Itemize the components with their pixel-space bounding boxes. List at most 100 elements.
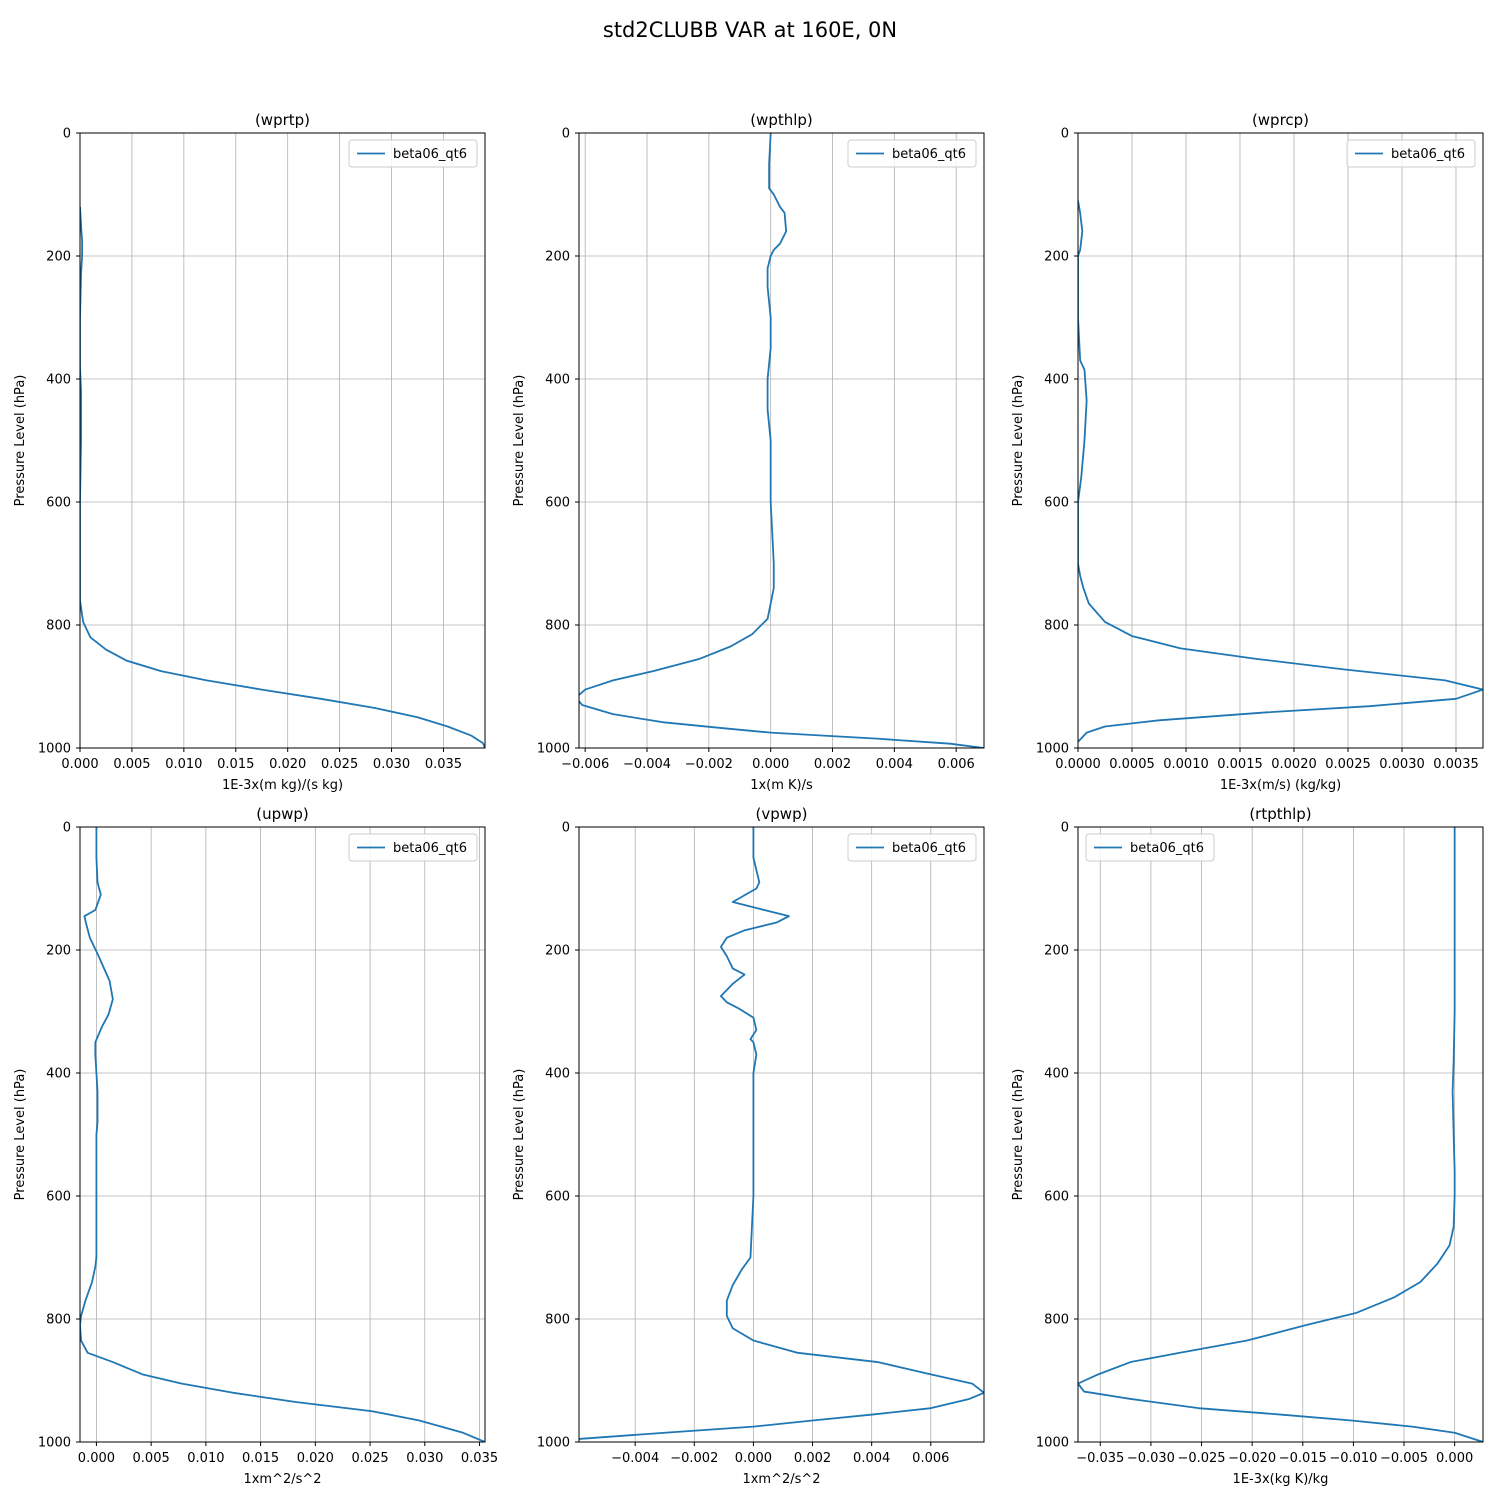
x-tick-label: 0.004 bbox=[876, 757, 913, 772]
y-tick-label: 1000 bbox=[1036, 1436, 1069, 1451]
x-tick-label: 0.0020 bbox=[1271, 757, 1317, 772]
legend-box bbox=[348, 139, 478, 168]
y-tick-label: 600 bbox=[46, 1190, 71, 1205]
x-tick-label: 0.006 bbox=[912, 1451, 949, 1466]
x-tick-label: 0.006 bbox=[938, 757, 975, 772]
legend: beta06_qt6 bbox=[1346, 139, 1476, 168]
x-tick-label: 0.004 bbox=[853, 1451, 890, 1466]
y-tick-label: 1000 bbox=[38, 742, 71, 757]
legend-label: beta06_qt6 bbox=[393, 147, 467, 162]
legend: beta06_qt6 bbox=[348, 139, 478, 168]
y-tick-label: 800 bbox=[46, 619, 71, 634]
axes-frame bbox=[79, 826, 486, 1443]
y-tick-label: 1000 bbox=[537, 742, 570, 757]
x-tick-label: −0.002 bbox=[685, 757, 733, 772]
y-tick-label: 1000 bbox=[1036, 742, 1069, 757]
series-line-beta06_qt6 bbox=[579, 133, 984, 748]
x-tick-label: 0.005 bbox=[113, 757, 150, 772]
y-tick-label: 800 bbox=[1044, 619, 1069, 634]
y-axis-label: Pressure Level (hPa) bbox=[13, 375, 28, 507]
x-tick-label: −0.010 bbox=[1329, 1451, 1377, 1466]
y-tick-label: 600 bbox=[46, 496, 71, 511]
x-tick-label: 0.030 bbox=[373, 757, 410, 772]
x-tick-label: 0.005 bbox=[133, 1451, 170, 1466]
y-tick-label: 200 bbox=[46, 944, 71, 959]
y-tick-label: 0 bbox=[1061, 821, 1069, 836]
y-tick-label: 200 bbox=[1044, 944, 1069, 959]
y-tick-label: 800 bbox=[545, 619, 570, 634]
x-tick-label: 0.035 bbox=[461, 1451, 498, 1466]
subplot-wpthlp: −0.006 −0.004 −0.002 0.000 0.002 0.004 0.006 0 2… bbox=[512, 111, 985, 793]
y-tick-label: 0 bbox=[562, 127, 570, 142]
y-tick-label: 400 bbox=[46, 1067, 71, 1082]
y-tick-label: 1000 bbox=[537, 1436, 570, 1451]
legend-label: beta06_qt6 bbox=[1130, 841, 1204, 856]
x-axis-label: 1E-3x(m kg)/(s kg) bbox=[222, 778, 343, 793]
y-tick-label: 200 bbox=[46, 250, 71, 265]
y-axis-label: Pressure Level (hPa) bbox=[512, 375, 527, 507]
x-tick-label: 0.010 bbox=[187, 1451, 224, 1466]
y-tick-label: 0 bbox=[1061, 127, 1069, 142]
y-axis-label: Pressure Level (hPa) bbox=[1011, 375, 1026, 507]
y-tick-label: 200 bbox=[1044, 250, 1069, 265]
y-tick-label: 600 bbox=[545, 496, 570, 511]
subplot-rtpthlp: −0.035 −0.030 −0.025 −0.020 −0.015 −0.010 −0.0… bbox=[1011, 805, 1484, 1487]
y-axis-label: Pressure Level (hPa) bbox=[1011, 1069, 1026, 1201]
subplot-title: (rtpthlp) bbox=[1249, 805, 1311, 823]
x-tick-label: −0.035 bbox=[1076, 1451, 1124, 1466]
y-tick-label: 0 bbox=[63, 127, 71, 142]
y-axis-label: Pressure Level (hPa) bbox=[512, 1069, 527, 1201]
series-line-beta06_qt6 bbox=[80, 206, 485, 748]
x-tick-label: −0.002 bbox=[670, 1451, 718, 1466]
x-tick-label: 0.015 bbox=[242, 1451, 279, 1466]
subplot-title: (wprtp) bbox=[255, 111, 310, 129]
x-tick-label: −0.004 bbox=[611, 1451, 659, 1466]
x-tick-label: 0.025 bbox=[321, 757, 358, 772]
x-axis-label: 1E-3x(m/s) (kg/kg) bbox=[1220, 778, 1341, 793]
x-tick-label: 0.000 bbox=[735, 1451, 772, 1466]
x-axis-label: 1x(m K)/s bbox=[750, 778, 813, 793]
y-tick-label: 200 bbox=[545, 944, 570, 959]
x-tick-label: 0.025 bbox=[351, 1451, 388, 1466]
x-tick-label: 0.020 bbox=[297, 1451, 334, 1466]
x-tick-label: 0.0015 bbox=[1217, 757, 1263, 772]
legend-box bbox=[847, 139, 977, 168]
subplot-upwp: 0.000 0.005 0.010 0.015 0.020 0.025 0.030 0.035… bbox=[13, 805, 498, 1487]
axes-frame bbox=[1077, 132, 1484, 749]
subplot-title: (wprcp) bbox=[1252, 111, 1309, 129]
y-tick-label: 400 bbox=[545, 1067, 570, 1082]
x-tick-label: 0.000 bbox=[61, 757, 98, 772]
series-line-beta06_qt6 bbox=[1078, 827, 1483, 1442]
y-tick-label: 800 bbox=[1044, 1313, 1069, 1328]
legend: beta06_qt6 bbox=[847, 139, 977, 168]
y-tick-label: 600 bbox=[1044, 1190, 1069, 1205]
legend-label: beta06_qt6 bbox=[892, 147, 966, 162]
x-tick-label: 0.000 bbox=[752, 757, 789, 772]
series-line-beta06_qt6 bbox=[1078, 200, 1483, 743]
figure-title: std2CLUBB VAR at 160E, 0N bbox=[603, 18, 897, 42]
x-tick-label: 0.0000 bbox=[1055, 757, 1101, 772]
subplot-vpwp: −0.004 −0.002 0.000 0.002 0.004 0.006 0 200 400 6… bbox=[512, 805, 985, 1487]
legend-box bbox=[1085, 833, 1215, 862]
x-tick-label: 0.0030 bbox=[1379, 757, 1425, 772]
x-tick-label: −0.004 bbox=[623, 757, 671, 772]
x-tick-label: −0.006 bbox=[561, 757, 609, 772]
subplot-title: (upwp) bbox=[256, 805, 309, 823]
y-tick-label: 800 bbox=[545, 1313, 570, 1328]
axes-frame bbox=[578, 826, 985, 1443]
legend: beta06_qt6 bbox=[1085, 833, 1215, 862]
x-tick-label: −0.020 bbox=[1228, 1451, 1276, 1466]
x-tick-label: 0.002 bbox=[794, 1451, 831, 1466]
y-tick-label: 400 bbox=[1044, 1067, 1069, 1082]
x-axis-label: 1E-3x(kg K)/kg bbox=[1233, 1472, 1329, 1487]
x-tick-label: 0.002 bbox=[814, 757, 851, 772]
y-tick-label: 600 bbox=[1044, 496, 1069, 511]
legend: beta06_qt6 bbox=[348, 833, 478, 862]
y-axis-label: Pressure Level (hPa) bbox=[13, 1069, 28, 1201]
x-tick-label: 0.0025 bbox=[1325, 757, 1371, 772]
x-tick-label: 0.015 bbox=[217, 757, 254, 772]
x-tick-label: −0.015 bbox=[1279, 1451, 1327, 1466]
x-tick-label: 0.0035 bbox=[1433, 757, 1479, 772]
y-tick-label: 400 bbox=[545, 373, 570, 388]
